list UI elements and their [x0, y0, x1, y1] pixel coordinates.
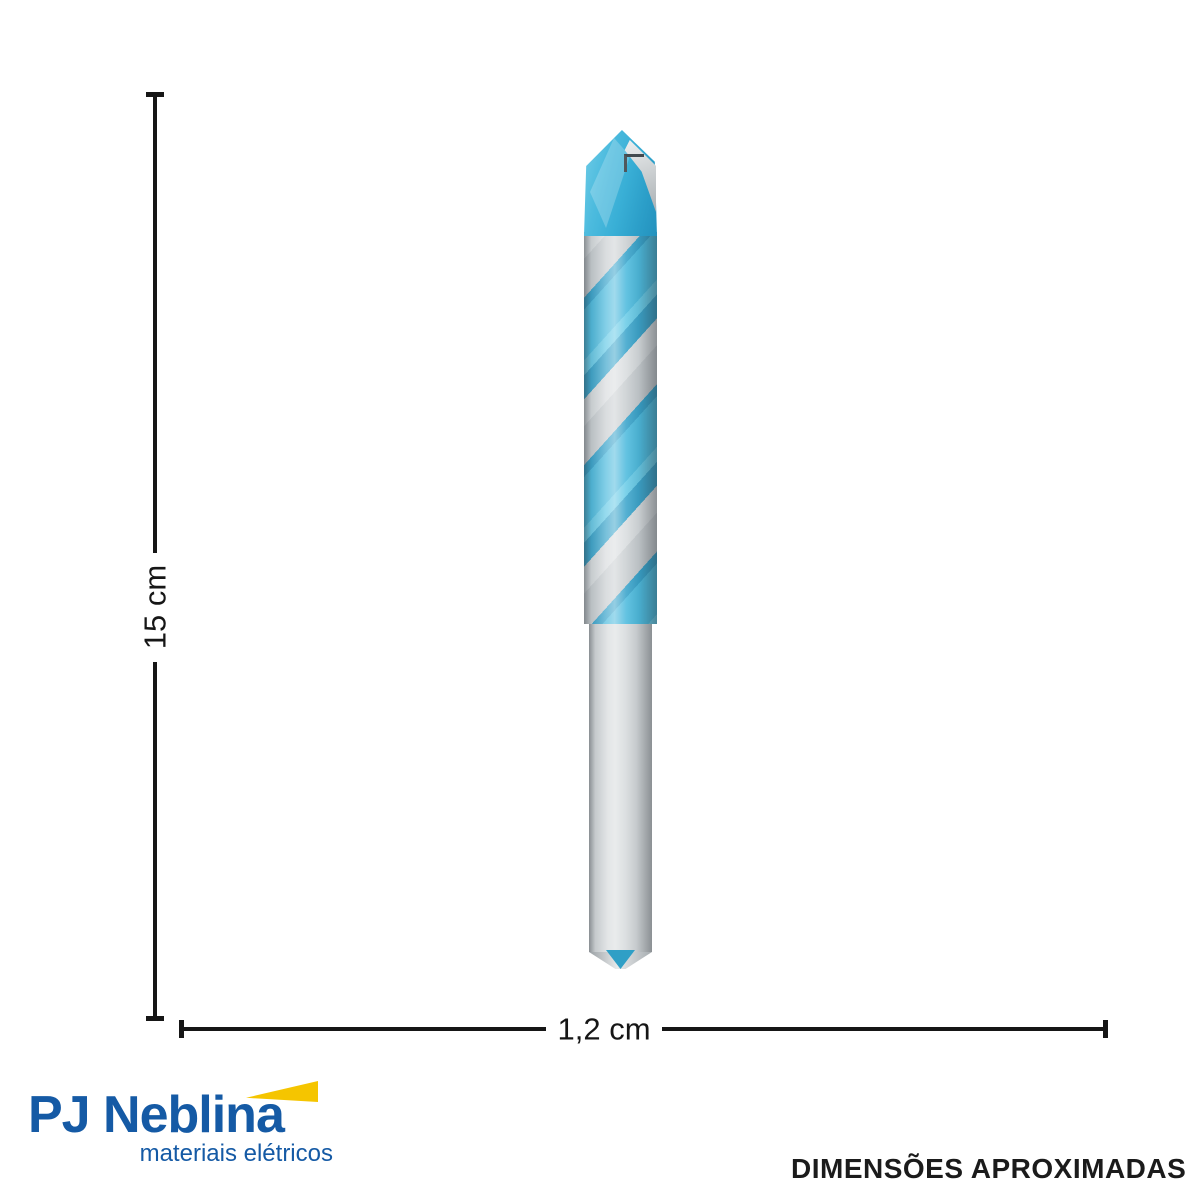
height-dimension-label: 15 cm — [137, 564, 173, 650]
drill-bit-image — [584, 130, 657, 970]
dimension-cap-right — [1103, 1020, 1108, 1038]
drill-bit-tip-seam — [624, 154, 644, 172]
disclaimer-text: DIMENSÕES APROXIMADAS — [791, 1153, 1187, 1184]
logo-text: PJ Neblina — [28, 1086, 285, 1144]
drill-bit-flute — [584, 232, 657, 624]
dimension-cap-top — [146, 92, 164, 97]
logo-tagline: materiais elétricos — [139, 1140, 333, 1167]
dimension-line-segment — [153, 95, 157, 553]
dimension-line-segment — [181, 1027, 546, 1031]
dimension-line-segment — [153, 662, 157, 1018]
width-dimension-label: 1,2 cm — [557, 1011, 651, 1047]
dimension-cap-bottom — [146, 1016, 164, 1021]
drill-bit-shank — [589, 624, 652, 952]
dimension-line-segment — [662, 1027, 1106, 1031]
